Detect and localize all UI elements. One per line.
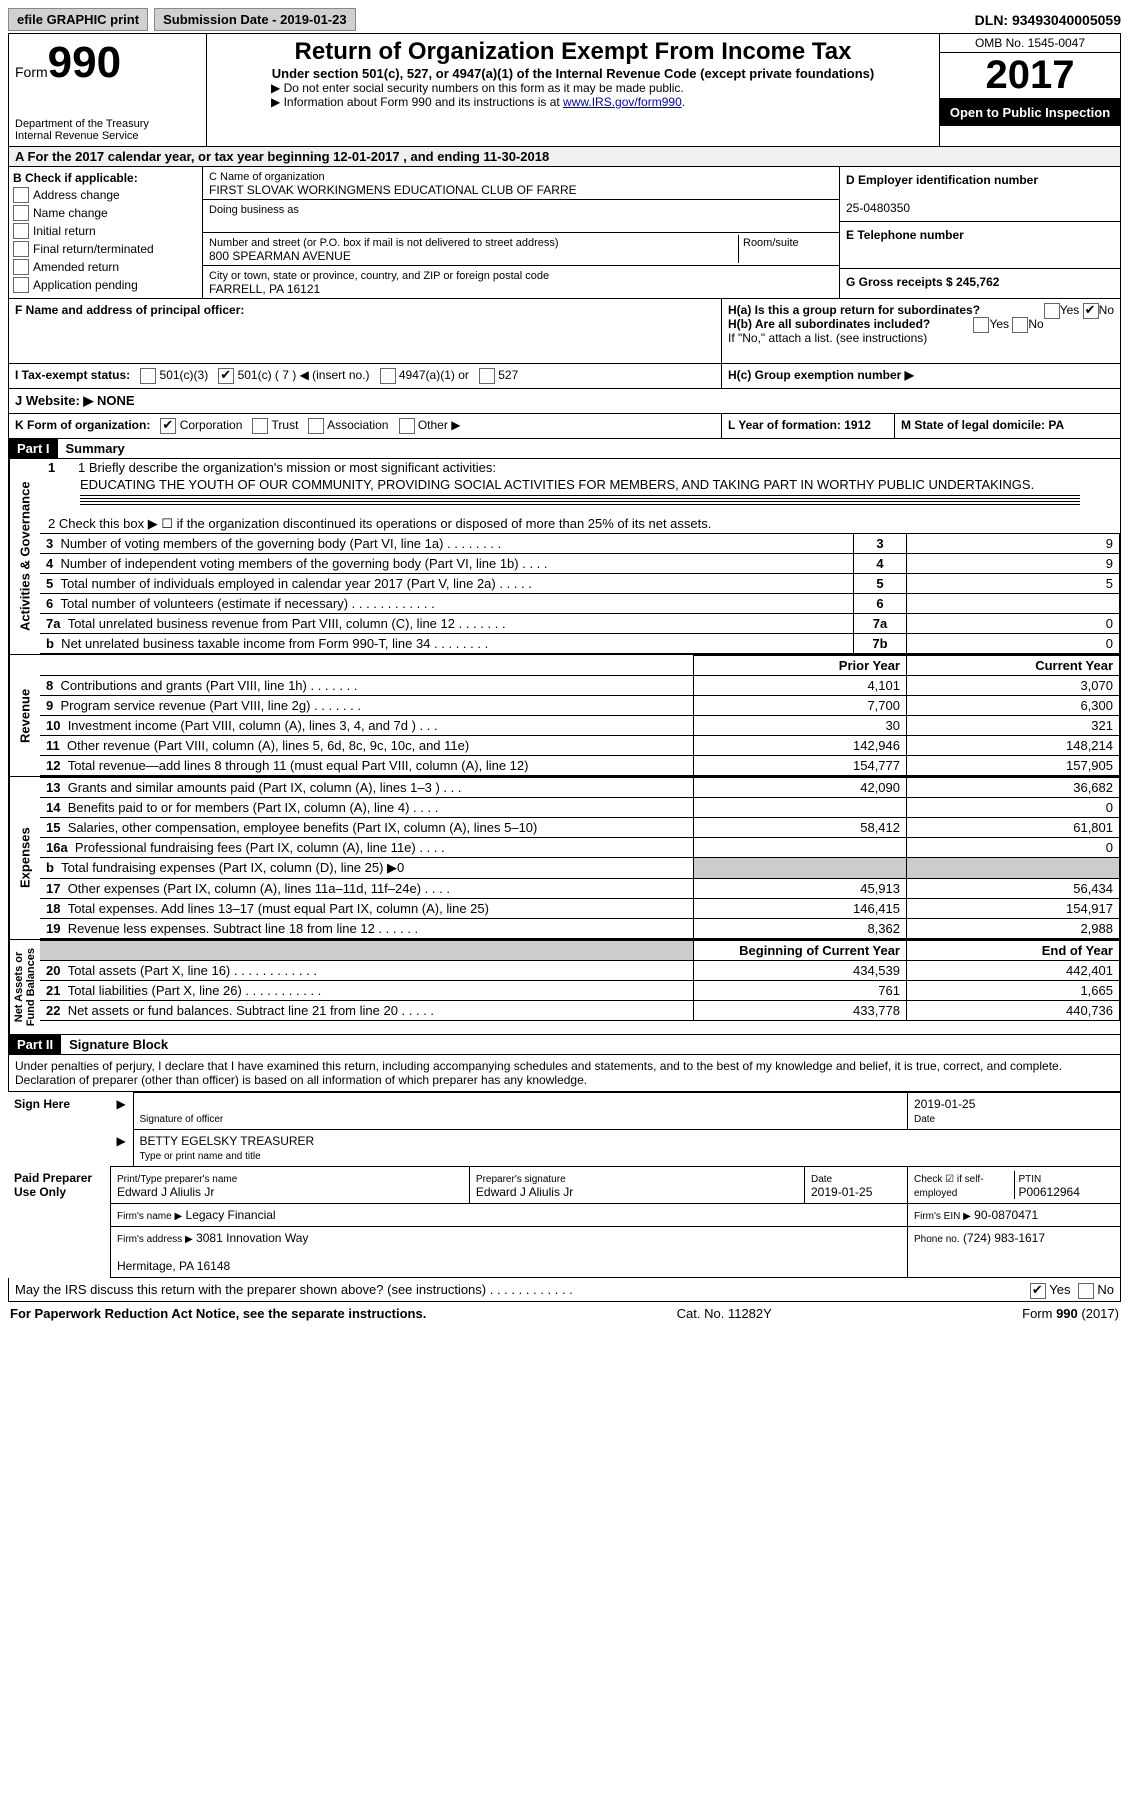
checkbox-final-return[interactable] <box>13 241 29 257</box>
checkbox-other[interactable] <box>399 418 415 434</box>
form-header: Form990 Department of the Treasury Inter… <box>8 33 1121 147</box>
checkbox-527[interactable] <box>479 368 495 384</box>
org-name: FIRST SLOVAK WORKINGMENS EDUCATIONAL CLU… <box>209 183 577 197</box>
form-of-org: K Form of organization: Corporation Trus… <box>9 414 722 438</box>
open-to-public: Open to Public Inspection <box>940 99 1120 126</box>
checkbox-discuss-yes[interactable] <box>1030 1283 1046 1299</box>
part2-title: Signature Block <box>61 1037 168 1052</box>
row-j-website: J Website: ▶ NONE <box>8 389 1121 414</box>
vtab-expenses: Expenses <box>9 777 40 939</box>
section-f-h: F Name and address of principal officer:… <box>8 299 1121 364</box>
part2-header-row: Part II Signature Block <box>8 1035 1121 1055</box>
org-address: 800 SPEARMAN AVENUE <box>209 249 351 263</box>
checkbox-hb-yes[interactable] <box>973 317 989 333</box>
header-center: Return of Organization Exempt From Incom… <box>207 34 939 146</box>
irs-discuss-row: May the IRS discuss this return with the… <box>8 1278 1121 1302</box>
principal-officer: F Name and address of principal officer: <box>9 299 722 363</box>
year-formation: L Year of formation: 1912 <box>722 414 895 438</box>
org-city: FARRELL, PA 16121 <box>209 282 320 296</box>
checkbox-501c3[interactable] <box>140 368 156 384</box>
vtab-governance: Activities & Governance <box>9 459 40 654</box>
checkbox-application-pending[interactable] <box>13 277 29 293</box>
penalty-text: Under penalties of perjury, I declare th… <box>8 1055 1121 1092</box>
efile-print-button[interactable]: efile GRAPHIC print <box>8 8 148 31</box>
vtab-net-assets: Net Assets or Fund Balances <box>9 940 40 1034</box>
header-left: Form990 Department of the Treasury Inter… <box>9 34 207 146</box>
net-assets-table: Beginning of Current YearEnd of Year20 T… <box>40 940 1120 1021</box>
section-b-c-d: B Check if applicable: Address change Na… <box>8 167 1121 299</box>
form-subtitle: Under section 501(c), 527, or 4947(a)(1)… <box>211 66 935 81</box>
ein-value: 25-0480350 <box>846 201 910 215</box>
checkbox-trust[interactable] <box>252 418 268 434</box>
part2-badge: Part II <box>9 1035 61 1054</box>
paid-preparer-label: Paid Preparer Use Only <box>8 1167 111 1278</box>
submission-date-button[interactable]: Submission Date - 2019-01-23 <box>154 8 356 31</box>
column-d-ein: D Employer identification number 25-0480… <box>839 167 1120 298</box>
top-bar: efile GRAPHIC print Submission Date - 20… <box>8 8 1121 31</box>
mission-text: EDUCATING THE YOUTH OF OUR COMMUNITY, PR… <box>40 476 1120 493</box>
checkbox-4947[interactable] <box>380 368 396 384</box>
group-return: H(a) Is this a group return for subordin… <box>722 299 1120 363</box>
footer: For Paperwork Reduction Act Notice, see … <box>8 1302 1121 1325</box>
checkbox-address-change[interactable] <box>13 187 29 203</box>
vtab-revenue: Revenue <box>9 655 40 776</box>
governance-table: 3 Number of voting members of the govern… <box>40 533 1120 654</box>
part1-badge: Part I <box>9 439 58 458</box>
part1-header-row: Part I Summary <box>8 439 1121 459</box>
form-instructions: ▶ Do not enter social security numbers o… <box>211 81 935 109</box>
checkbox-hb-no[interactable] <box>1012 317 1028 333</box>
expenses-table: 13 Grants and similar amounts paid (Part… <box>40 777 1120 939</box>
part1-body: Activities & Governance 11 Briefly descr… <box>8 459 1121 655</box>
checkbox-501c[interactable] <box>218 368 234 384</box>
officer-name: BETTY EGELSKY TREASURER <box>140 1134 315 1148</box>
column-c-org-info: C Name of organization FIRST SLOVAK WORK… <box>203 167 839 298</box>
tax-exempt-status: I Tax-exempt status: 501(c)(3) 501(c) ( … <box>9 364 722 388</box>
header-right: OMB No. 1545-0047 2017 Open to Public In… <box>939 34 1120 146</box>
checkbox-initial-return[interactable] <box>13 223 29 239</box>
section-i-hc: I Tax-exempt status: 501(c)(3) 501(c) ( … <box>8 364 1121 389</box>
column-b-checkboxes: B Check if applicable: Address change Na… <box>9 167 203 298</box>
checkbox-discuss-no[interactable] <box>1078 1283 1094 1299</box>
part1-title: Summary <box>58 441 125 456</box>
revenue-table: Prior YearCurrent Year8 Contributions an… <box>40 655 1120 776</box>
checkbox-name-change[interactable] <box>13 205 29 221</box>
form-title: Return of Organization Exempt From Incom… <box>211 38 935 66</box>
checkbox-corp[interactable] <box>160 418 176 434</box>
form-label: Form <box>15 64 48 80</box>
sign-here-label: Sign Here <box>8 1093 111 1167</box>
group-exemption: H(c) Group exemption number ▶ <box>722 364 1120 388</box>
form-number: 990 <box>48 38 121 87</box>
checkbox-ha-no[interactable] <box>1083 303 1099 319</box>
state-domicile: M State of legal domicile: PA <box>895 414 1120 438</box>
section-k-l-m: K Form of organization: Corporation Trus… <box>8 414 1121 439</box>
checkbox-assoc[interactable] <box>308 418 324 434</box>
dln: DLN: 93493040005059 <box>975 12 1121 28</box>
tax-year: 2017 <box>940 53 1120 99</box>
dept-treasury: Department of the Treasury Internal Reve… <box>15 118 200 142</box>
omb-number: OMB No. 1545-0047 <box>940 34 1120 53</box>
checkbox-ha-yes[interactable] <box>1044 303 1060 319</box>
signature-table: Sign Here ▶ Signature of officer 2019-01… <box>8 1092 1121 1278</box>
row-a-tax-year: A For the 2017 calendar year, or tax yea… <box>8 147 1121 167</box>
irs-link[interactable]: www.IRS.gov/form990 <box>563 95 682 109</box>
checkbox-amended[interactable] <box>13 259 29 275</box>
